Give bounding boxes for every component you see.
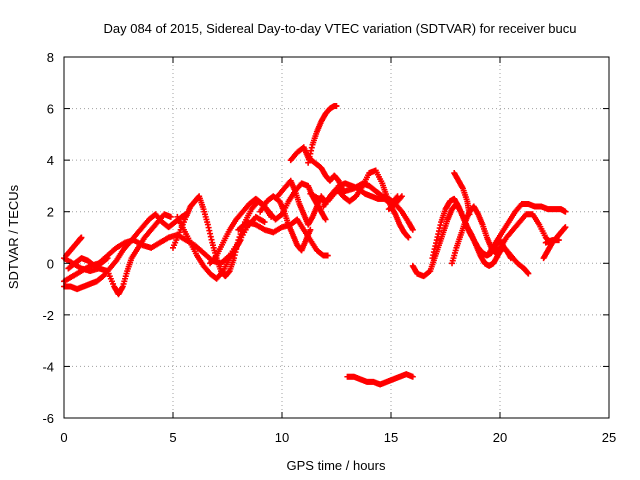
data-point: [237, 231, 244, 238]
series-track-4: [63, 234, 85, 259]
series-track-12: [287, 144, 347, 195]
data-point: [555, 237, 562, 244]
data-point: [103, 255, 110, 262]
series-track-21: [451, 170, 473, 218]
data-point: [322, 216, 329, 223]
series-track-7: [174, 213, 244, 282]
data-point: [525, 270, 532, 277]
y-tick-label: 6: [47, 102, 54, 117]
y-tick-label: -2: [42, 308, 54, 323]
series-track-22: [486, 200, 569, 256]
data-point: [237, 237, 244, 244]
data-point: [104, 255, 111, 262]
data-point: [261, 219, 268, 226]
y-tick-label: 0: [47, 256, 54, 271]
y-tick-label: 2: [47, 205, 54, 220]
data-point: [277, 212, 284, 219]
data-point: [409, 226, 416, 233]
y-tick-label: 4: [47, 153, 54, 168]
data-point: [405, 234, 412, 241]
series-track-24: [542, 237, 562, 246]
data-point: [333, 102, 340, 109]
series-track-3: [61, 211, 174, 298]
axis-ticks: 0 5 10 15 20 25 -6 -4 -2 0 2 4 6 8: [42, 50, 616, 445]
series-track-9: [235, 216, 331, 259]
data-point: [167, 213, 174, 220]
x-tick-label: 5: [169, 430, 176, 445]
x-tick-label: 0: [60, 430, 67, 445]
series-track-11: [274, 177, 329, 228]
x-tick-label: 15: [384, 430, 398, 445]
series-track-17: [344, 371, 416, 388]
series-track-20: [449, 203, 554, 267]
y-tick-label: -6: [42, 411, 54, 426]
y-tick-label: -4: [42, 359, 54, 374]
data-point: [507, 255, 514, 262]
data-point: [398, 193, 405, 200]
data-point: [426, 268, 433, 275]
data-point: [78, 234, 85, 241]
x-axis-label: GPS time / hours: [287, 458, 386, 473]
plot-frame: [63, 56, 610, 419]
chart-title: Day 084 of 2015, Sidereal Day-to-day VTE…: [103, 21, 576, 36]
data-point: [409, 373, 416, 380]
x-tick-label: 20: [493, 430, 507, 445]
series-track-25: [385, 193, 405, 213]
x-tick-label: 10: [275, 430, 289, 445]
data-point: [466, 211, 473, 218]
data-point: [324, 252, 331, 259]
series-track-13: [305, 102, 340, 166]
series-track-5: [65, 255, 111, 272]
y-axis-label: SDTVAR / TECUs: [6, 184, 21, 289]
data-points: [61, 102, 569, 388]
data-point: [562, 208, 569, 215]
y-tick-label: 8: [47, 50, 54, 65]
x-tick-label: 25: [602, 430, 616, 445]
data-point: [307, 226, 314, 233]
series-track-16: [335, 180, 401, 207]
series-track-10: [257, 193, 314, 254]
data-point: [562, 224, 569, 231]
